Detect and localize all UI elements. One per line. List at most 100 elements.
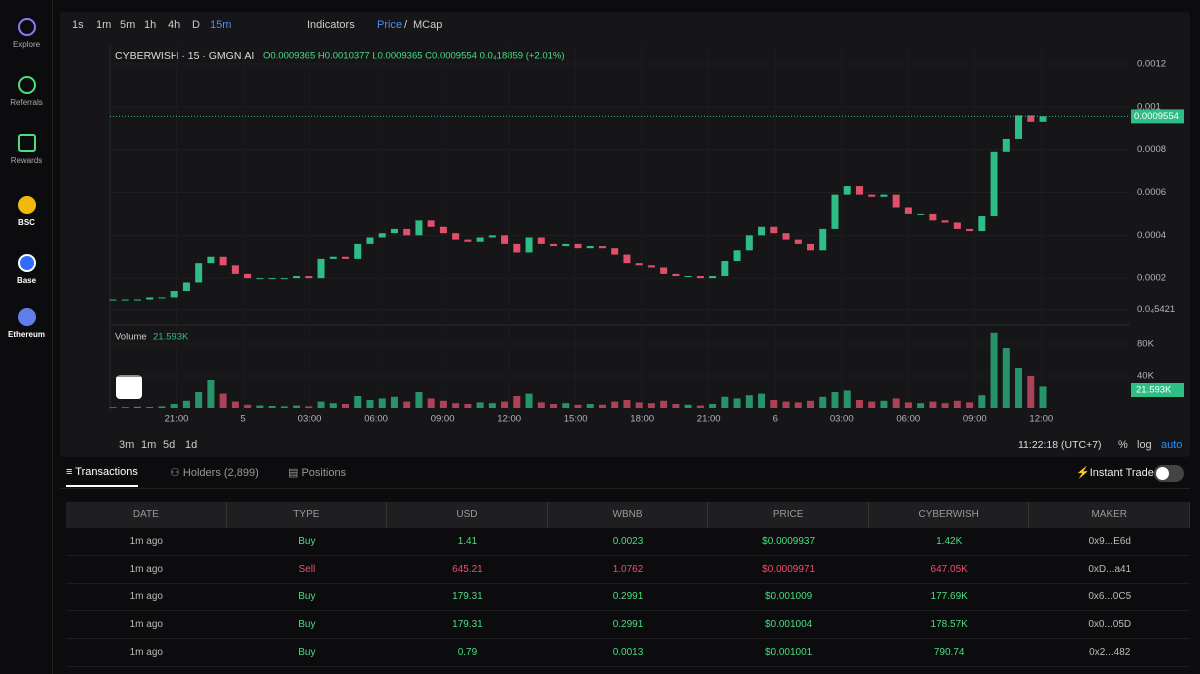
table-row: 1m ago Buy 1.41 0.0023 $0.0009937 1.42K 0x9...… bbox=[66, 528, 1190, 556]
volume-bar bbox=[709, 404, 717, 408]
transactions-table: DATE TYPE USD WBNB PRICE CYBERWISH MAKER 1m ago… bbox=[66, 502, 1191, 667]
candle bbox=[293, 276, 301, 279]
candle bbox=[280, 278, 288, 280]
interval-button[interactable]: 1s bbox=[72, 19, 84, 31]
header-cell: TYPE bbox=[227, 502, 388, 528]
volume-bar bbox=[611, 401, 619, 408]
y-tick-label: 0.0006 bbox=[1137, 187, 1166, 198]
chart-panel bbox=[60, 12, 1190, 457]
table-cell: 1m ago bbox=[129, 591, 163, 603]
volume-bar bbox=[537, 402, 545, 408]
candle bbox=[721, 261, 729, 277]
toggle[interactable] bbox=[1154, 465, 1184, 482]
candle bbox=[525, 237, 533, 253]
nav-base[interactable]: Base bbox=[0, 254, 53, 285]
table-cell: 0.2991 bbox=[612, 591, 644, 603]
candle bbox=[158, 297, 166, 299]
candle bbox=[966, 228, 974, 232]
nav-referrals[interactable]: Referrals bbox=[0, 76, 53, 107]
candle bbox=[1002, 138, 1010, 152]
volume-bar bbox=[342, 404, 349, 408]
candle bbox=[513, 243, 521, 253]
candle bbox=[464, 239, 472, 242]
volume-bar bbox=[647, 403, 655, 408]
label: Referrals bbox=[10, 98, 43, 107]
volume-bar bbox=[635, 402, 643, 408]
candle bbox=[415, 220, 423, 236]
y-tick-label: 0.0₄5421 bbox=[1137, 304, 1175, 315]
volume-bar bbox=[978, 395, 986, 408]
volume-bar bbox=[280, 406, 288, 408]
volume-bar bbox=[819, 396, 827, 408]
tab[interactable]: ≡ Transactions bbox=[66, 466, 138, 487]
table-cell: 178.57K bbox=[930, 619, 968, 631]
volume-bar bbox=[807, 400, 814, 408]
volume-bar bbox=[745, 395, 753, 408]
candle bbox=[929, 213, 937, 221]
price-tag bbox=[1131, 109, 1184, 124]
log-toggle: log bbox=[1137, 439, 1152, 451]
candle bbox=[562, 243, 570, 247]
interval-button[interactable]: 1h bbox=[144, 19, 157, 31]
nav-bsc[interactable]: BSC bbox=[0, 196, 53, 227]
chart-title: CYBERWISH · 15 · GMGN.AI bbox=[115, 50, 254, 62]
interval-button[interactable]: 1m bbox=[96, 19, 112, 31]
auto-toggle: auto bbox=[1161, 439, 1182, 451]
volume-bar bbox=[904, 402, 912, 408]
volume-bar bbox=[1002, 348, 1010, 408]
table-row: 1m ago Buy 179.31 0.2991 $0.001004 178.57K 0x0… bbox=[66, 611, 1190, 640]
price-toggle[interactable]: Price bbox=[377, 19, 403, 31]
candle bbox=[366, 237, 374, 244]
interval-button[interactable]: 4h bbox=[168, 19, 181, 31]
nav-ethereum[interactable]: Ethereum bbox=[0, 308, 53, 339]
volume-bar bbox=[109, 407, 117, 408]
volume-tick-label: 40K bbox=[1137, 371, 1155, 382]
volume-bar bbox=[868, 401, 876, 408]
tab-label: Holders (2,899) bbox=[182, 467, 259, 479]
tab[interactable]: ▤ Positions bbox=[288, 467, 347, 479]
volume-bar bbox=[366, 400, 374, 408]
x-tick-label: 03:00 bbox=[298, 414, 322, 425]
candle bbox=[195, 263, 203, 283]
nav-rewards[interactable]: Rewards bbox=[0, 134, 53, 165]
table-row: 1m ago Buy 0.79 0.0013 $0.001001 790.74 0x2...… bbox=[66, 639, 1190, 667]
mcap-toggle[interactable]: MCap bbox=[413, 19, 443, 31]
sidebar: Explore Referrals Rewards BSC Base Ether… bbox=[0, 0, 53, 674]
y-tick-label: 0.001 bbox=[1137, 101, 1161, 112]
table-cell: Sell bbox=[298, 563, 316, 575]
table-cell: 0.79 bbox=[457, 647, 478, 659]
volume-bar bbox=[256, 405, 264, 408]
volume-bar bbox=[782, 401, 790, 408]
table-cell: $0.0009971 bbox=[762, 563, 816, 575]
tab[interactable]: ⚇ Holders (2,899) bbox=[170, 467, 259, 479]
interval-button[interactable]: 5m bbox=[120, 19, 136, 31]
tv-logo bbox=[116, 375, 142, 399]
volume-bar bbox=[182, 400, 190, 408]
chart: CYBERWISH · 15 · GMGN.AI O0.0009365 H0.0… bbox=[109, 45, 1184, 451]
label: Ethereum bbox=[8, 330, 45, 339]
instant-trade[interactable]: ⚡Instant Trade bbox=[1076, 467, 1154, 479]
candle bbox=[403, 228, 411, 236]
candle bbox=[501, 235, 509, 244]
candle bbox=[256, 278, 264, 280]
range-button: 3m bbox=[119, 439, 134, 451]
x-tick-label: 15:00 bbox=[564, 414, 588, 425]
x-tick-label: 12:00 bbox=[497, 414, 521, 425]
candle bbox=[635, 263, 643, 266]
candle bbox=[121, 299, 129, 301]
volume-bar bbox=[439, 400, 447, 408]
candle bbox=[892, 194, 900, 208]
interval-button[interactable]: D bbox=[192, 19, 200, 31]
candle bbox=[904, 207, 912, 214]
volume-label: Volume bbox=[115, 332, 147, 343]
volume-bar bbox=[623, 400, 631, 408]
volume-bar bbox=[831, 392, 839, 408]
candle bbox=[1015, 115, 1023, 139]
nav-explore[interactable]: Explore bbox=[0, 18, 53, 49]
y-tick-label: 0.0008 bbox=[1137, 144, 1166, 155]
volume-bar bbox=[562, 403, 570, 408]
indicators-button[interactable]: Indicators bbox=[307, 19, 355, 31]
candle bbox=[244, 273, 252, 279]
table-row: 1m ago Buy 179.31 0.2991 $0.001009 177.69K 0x6… bbox=[66, 584, 1190, 612]
interval-button[interactable]: 15m bbox=[210, 19, 232, 31]
